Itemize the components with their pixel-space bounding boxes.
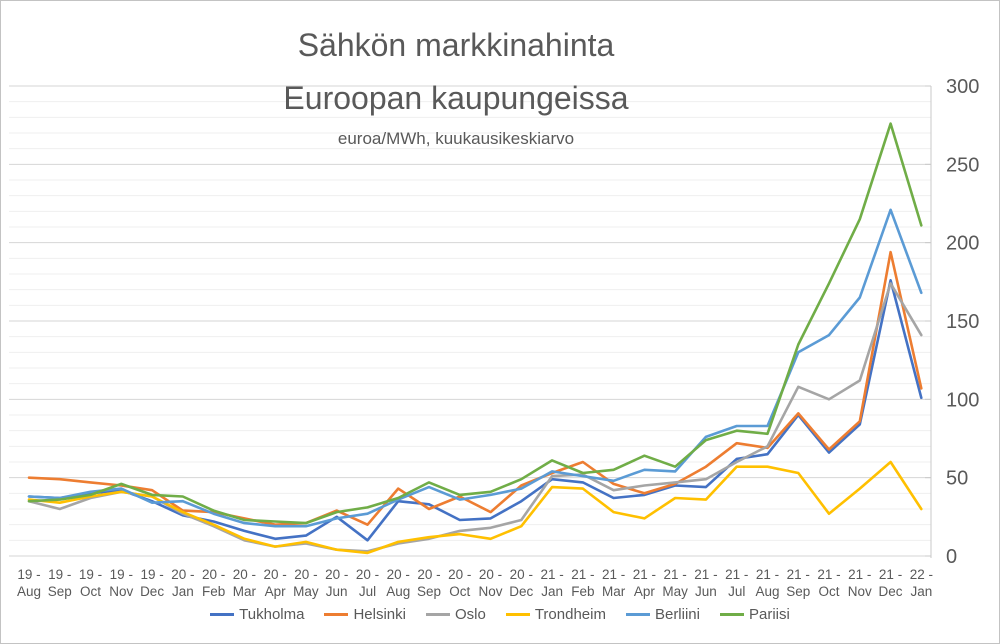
x-axis-label: 19 -Oct — [79, 567, 102, 599]
x-axis-label: 20 -Mar — [233, 567, 257, 599]
legend-item-pariisi: Pariisi — [719, 606, 790, 623]
x-axis-label: 21 -Nov — [848, 567, 872, 599]
legend-item-tukholma: Tukholma — [210, 606, 304, 623]
x-axis-label: 19 -Aug — [17, 567, 41, 599]
x-axis-label: 20 -Dec — [509, 567, 533, 599]
x-axis-label: 19 -Sep — [48, 567, 72, 599]
series-line-tukholma — [27, 278, 923, 542]
x-axis-label: 21 -Mar — [602, 567, 626, 599]
series-line-helsinki — [27, 250, 923, 527]
legend-swatch-icon — [324, 613, 349, 616]
series-line-pariisi — [27, 122, 923, 525]
x-axis-label: 20 -Sep — [417, 567, 441, 599]
legend-swatch-icon — [210, 613, 235, 616]
x-axis-label: 21 -Feb — [571, 567, 594, 599]
y-axis-label: 150 — [946, 311, 979, 333]
x-axis-label: 20 -Feb — [202, 567, 225, 599]
legend-item-helsinki: Helsinki — [324, 606, 406, 623]
legend-item-oslo: Oslo — [425, 606, 486, 623]
legend-label: Tukholma — [239, 606, 305, 623]
x-axis-label: 20 -Jul — [356, 567, 379, 599]
x-axis-label: 20 -Aug — [386, 567, 410, 599]
legend-item-berliini: Berliini — [625, 606, 700, 623]
y-axis-label: 250 — [946, 154, 979, 176]
legend-label: Trondheim — [534, 606, 606, 623]
chart-legend: Tukholma Helsinki Oslo Trondheim Berliini Par… — [1, 606, 999, 623]
legend-item-trondheim: Trondheim — [505, 606, 606, 623]
x-axis-label: 20 -Apr — [264, 567, 287, 599]
legend-swatch-icon — [625, 613, 650, 616]
x-axis-label: 21 -Apr — [633, 567, 656, 599]
x-axis-label: 21 -Oct — [817, 567, 840, 599]
series-line-oslo — [27, 282, 923, 553]
y-axis-label: 0 — [946, 546, 957, 568]
y-axis-label: 200 — [946, 233, 979, 255]
x-axis-label: 21 -Jan — [540, 567, 563, 599]
y-axis-label: 100 — [946, 389, 979, 411]
x-axis-label: 20 -Jan — [171, 567, 194, 599]
x-axis-label: 20 -May — [293, 567, 319, 599]
x-axis-label: 21 -May — [662, 567, 688, 599]
x-axis-label: 20 -Nov — [479, 567, 503, 599]
x-axis-label: 20 -Oct — [448, 567, 471, 599]
legend-swatch-icon — [425, 613, 450, 616]
legend-label: Helsinki — [353, 606, 406, 623]
x-axis-label: 19 -Dec — [140, 567, 164, 599]
x-axis-label: 19 -Nov — [109, 567, 133, 599]
x-axis-label: 20 -Jun — [325, 567, 348, 599]
x-axis-label: 22 -Jan — [910, 567, 933, 599]
legend-swatch-icon — [505, 613, 530, 616]
x-axis-label: 21 -Jun — [694, 567, 717, 599]
x-axis-label: 21 -Dec — [879, 567, 903, 599]
legend-swatch-icon — [719, 613, 744, 616]
series-line-berliini — [27, 208, 923, 528]
legend-label: Pariisi — [748, 606, 790, 623]
x-axis-label: 21 -Aug — [755, 567, 779, 599]
x-axis-label: 21 -Jul — [725, 567, 748, 599]
y-axis-label: 50 — [946, 468, 968, 490]
x-axis-label: 21 -Sep — [786, 567, 810, 599]
y-axis-label: 300 — [946, 76, 979, 98]
legend-label: Berliini — [654, 606, 700, 623]
series-line-trondheim — [27, 460, 923, 555]
legend-label: Oslo — [454, 606, 486, 623]
